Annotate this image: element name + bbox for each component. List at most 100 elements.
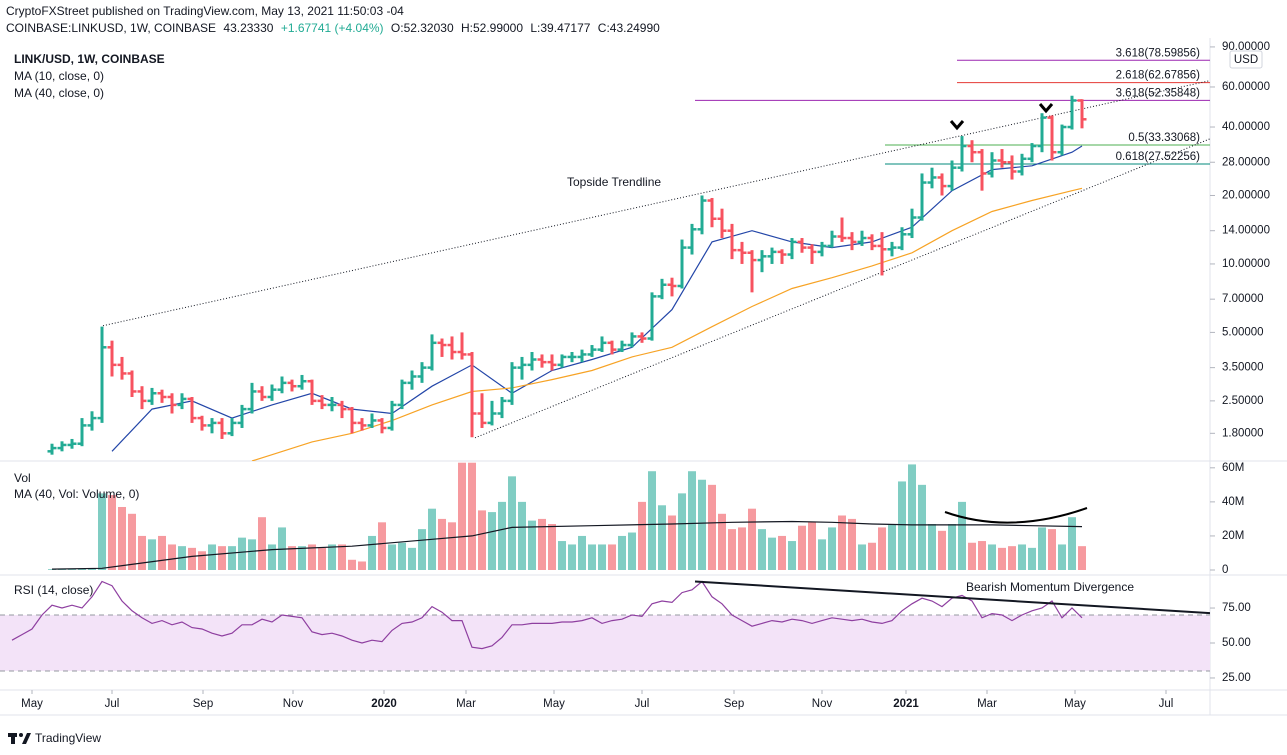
volume-bar — [228, 546, 236, 570]
volume-bar — [948, 524, 956, 570]
y-tick-label: 14.00000 — [1222, 225, 1270, 237]
rsi-legend: RSI (14, close) — [14, 583, 93, 597]
volume-bar — [968, 542, 976, 570]
x-tick-label: May — [1064, 698, 1086, 710]
y-tick-label: 25.00 — [1222, 672, 1251, 684]
volume-bar — [408, 547, 416, 570]
y-tick-label: 5.00000 — [1222, 326, 1264, 338]
volume-bar — [758, 529, 766, 570]
volume-bar — [258, 517, 266, 570]
y-tick-label: 2.50000 — [1222, 395, 1264, 407]
x-tick-label: May — [21, 698, 43, 710]
volume-bar — [448, 522, 456, 570]
legend-entry: MA (10, close, 0) — [14, 69, 104, 83]
volume-bar — [308, 544, 316, 570]
volume-bar — [848, 518, 856, 570]
volume-bar — [818, 539, 826, 570]
volume-bar — [58, 569, 66, 570]
volume-bar — [868, 542, 876, 570]
volume-bar — [898, 481, 906, 570]
volume-bar — [158, 535, 166, 570]
volume-bar — [248, 539, 256, 570]
volume-bar — [808, 522, 816, 570]
rsi-pane: Bearish Momentum Divergence — [0, 580, 1210, 672]
axes: 90.00000 60.00000 40.00000 28.00000 20.00000… — [21, 41, 1270, 710]
volume-bar — [438, 518, 446, 570]
x-tick-label: Sep — [724, 698, 744, 710]
volume-bar — [608, 544, 616, 570]
volume-bar — [678, 493, 686, 570]
open: O:52.32030 — [391, 21, 454, 35]
ma-line — [111, 145, 1083, 452]
volume-bar — [328, 544, 336, 570]
volume-bar — [1038, 527, 1046, 570]
close: C:43.24990 — [598, 21, 660, 35]
ma-line — [251, 187, 1083, 461]
volume-bar — [148, 539, 156, 570]
y-tick-label: 75.00 — [1222, 602, 1251, 614]
volume-bar — [168, 544, 176, 570]
volume-bar — [68, 569, 76, 570]
volume-bar — [138, 535, 146, 570]
volume-bar — [128, 513, 136, 570]
volume-bar — [538, 518, 546, 570]
volume-bar — [618, 535, 626, 570]
y-tick-label: 40.00000 — [1222, 121, 1270, 133]
volume-bar — [418, 529, 426, 570]
volume-bar — [548, 524, 556, 570]
volume-bar — [288, 546, 296, 570]
x-tick-label: Jul — [1159, 698, 1174, 710]
fib-label: 0.5(33.33068) — [1128, 132, 1200, 144]
volume-bar — [918, 484, 926, 570]
x-tick-label: Nov — [812, 698, 833, 710]
x-tick-label: Jul — [635, 698, 650, 710]
x-tick-label: 2021 — [893, 698, 919, 710]
volume-bar — [668, 515, 676, 570]
volume-bar — [788, 541, 796, 570]
x-tick-label: May — [543, 698, 565, 710]
volume-bar — [358, 561, 366, 570]
volume-bar — [938, 530, 946, 570]
fib-label: 3.618(78.59856) — [1116, 47, 1201, 59]
price-legend: LINK/USD, 1W, COINBASE — [14, 52, 165, 66]
volume-bar — [458, 462, 466, 570]
volume-bar — [958, 501, 966, 570]
volume-bar — [798, 525, 806, 570]
y-tick-label: 10.00000 — [1222, 258, 1270, 270]
volume-bar — [638, 501, 646, 570]
y-tick-label: 3.50000 — [1222, 362, 1264, 374]
volume-bar — [218, 546, 226, 570]
volume-bar — [858, 544, 866, 570]
divergence-line — [694, 580, 1210, 615]
volume-bar — [488, 512, 496, 570]
volume-bar — [208, 544, 216, 570]
y-tick-label: 20.00000 — [1222, 190, 1270, 202]
fib-label: 2.618(62.67856) — [1116, 70, 1201, 82]
volume-bar — [698, 479, 706, 570]
volume-bar — [498, 501, 506, 570]
y-tick-label: 1.80000 — [1222, 427, 1264, 439]
symbol-line: COINBASE:LINKUSD, 1W, COINBASE 43.23330 … — [6, 21, 660, 35]
volume-bar — [568, 544, 576, 570]
y-tick-label: 0 — [1222, 564, 1228, 576]
peak-marker — [1038, 103, 1054, 114]
y-tick-label: 60.00000 — [1222, 81, 1270, 93]
volume-bar — [878, 527, 886, 570]
rsi-line — [11, 580, 1083, 650]
volume-bar — [648, 471, 656, 570]
fib-label: 3.618(52.35848) — [1116, 87, 1201, 99]
volume-bar — [1048, 529, 1056, 570]
volume-bar — [708, 484, 716, 570]
currency: USD — [1234, 54, 1258, 66]
volume-pane — [48, 462, 1086, 570]
volume-bar — [888, 524, 896, 570]
volume-bar — [198, 551, 206, 570]
published: CryptoFXStreet published on TradingView.… — [6, 4, 404, 18]
rsi-band — [0, 615, 1210, 671]
trendline — [474, 138, 1210, 439]
volume-bar — [1008, 546, 1016, 570]
x-tick-label: Mar — [456, 698, 476, 710]
volume-bar — [1058, 544, 1066, 570]
price-pane: 3.618(78.59856) 2.618(62.67856) 3.618(52.3… — [47, 47, 1210, 461]
